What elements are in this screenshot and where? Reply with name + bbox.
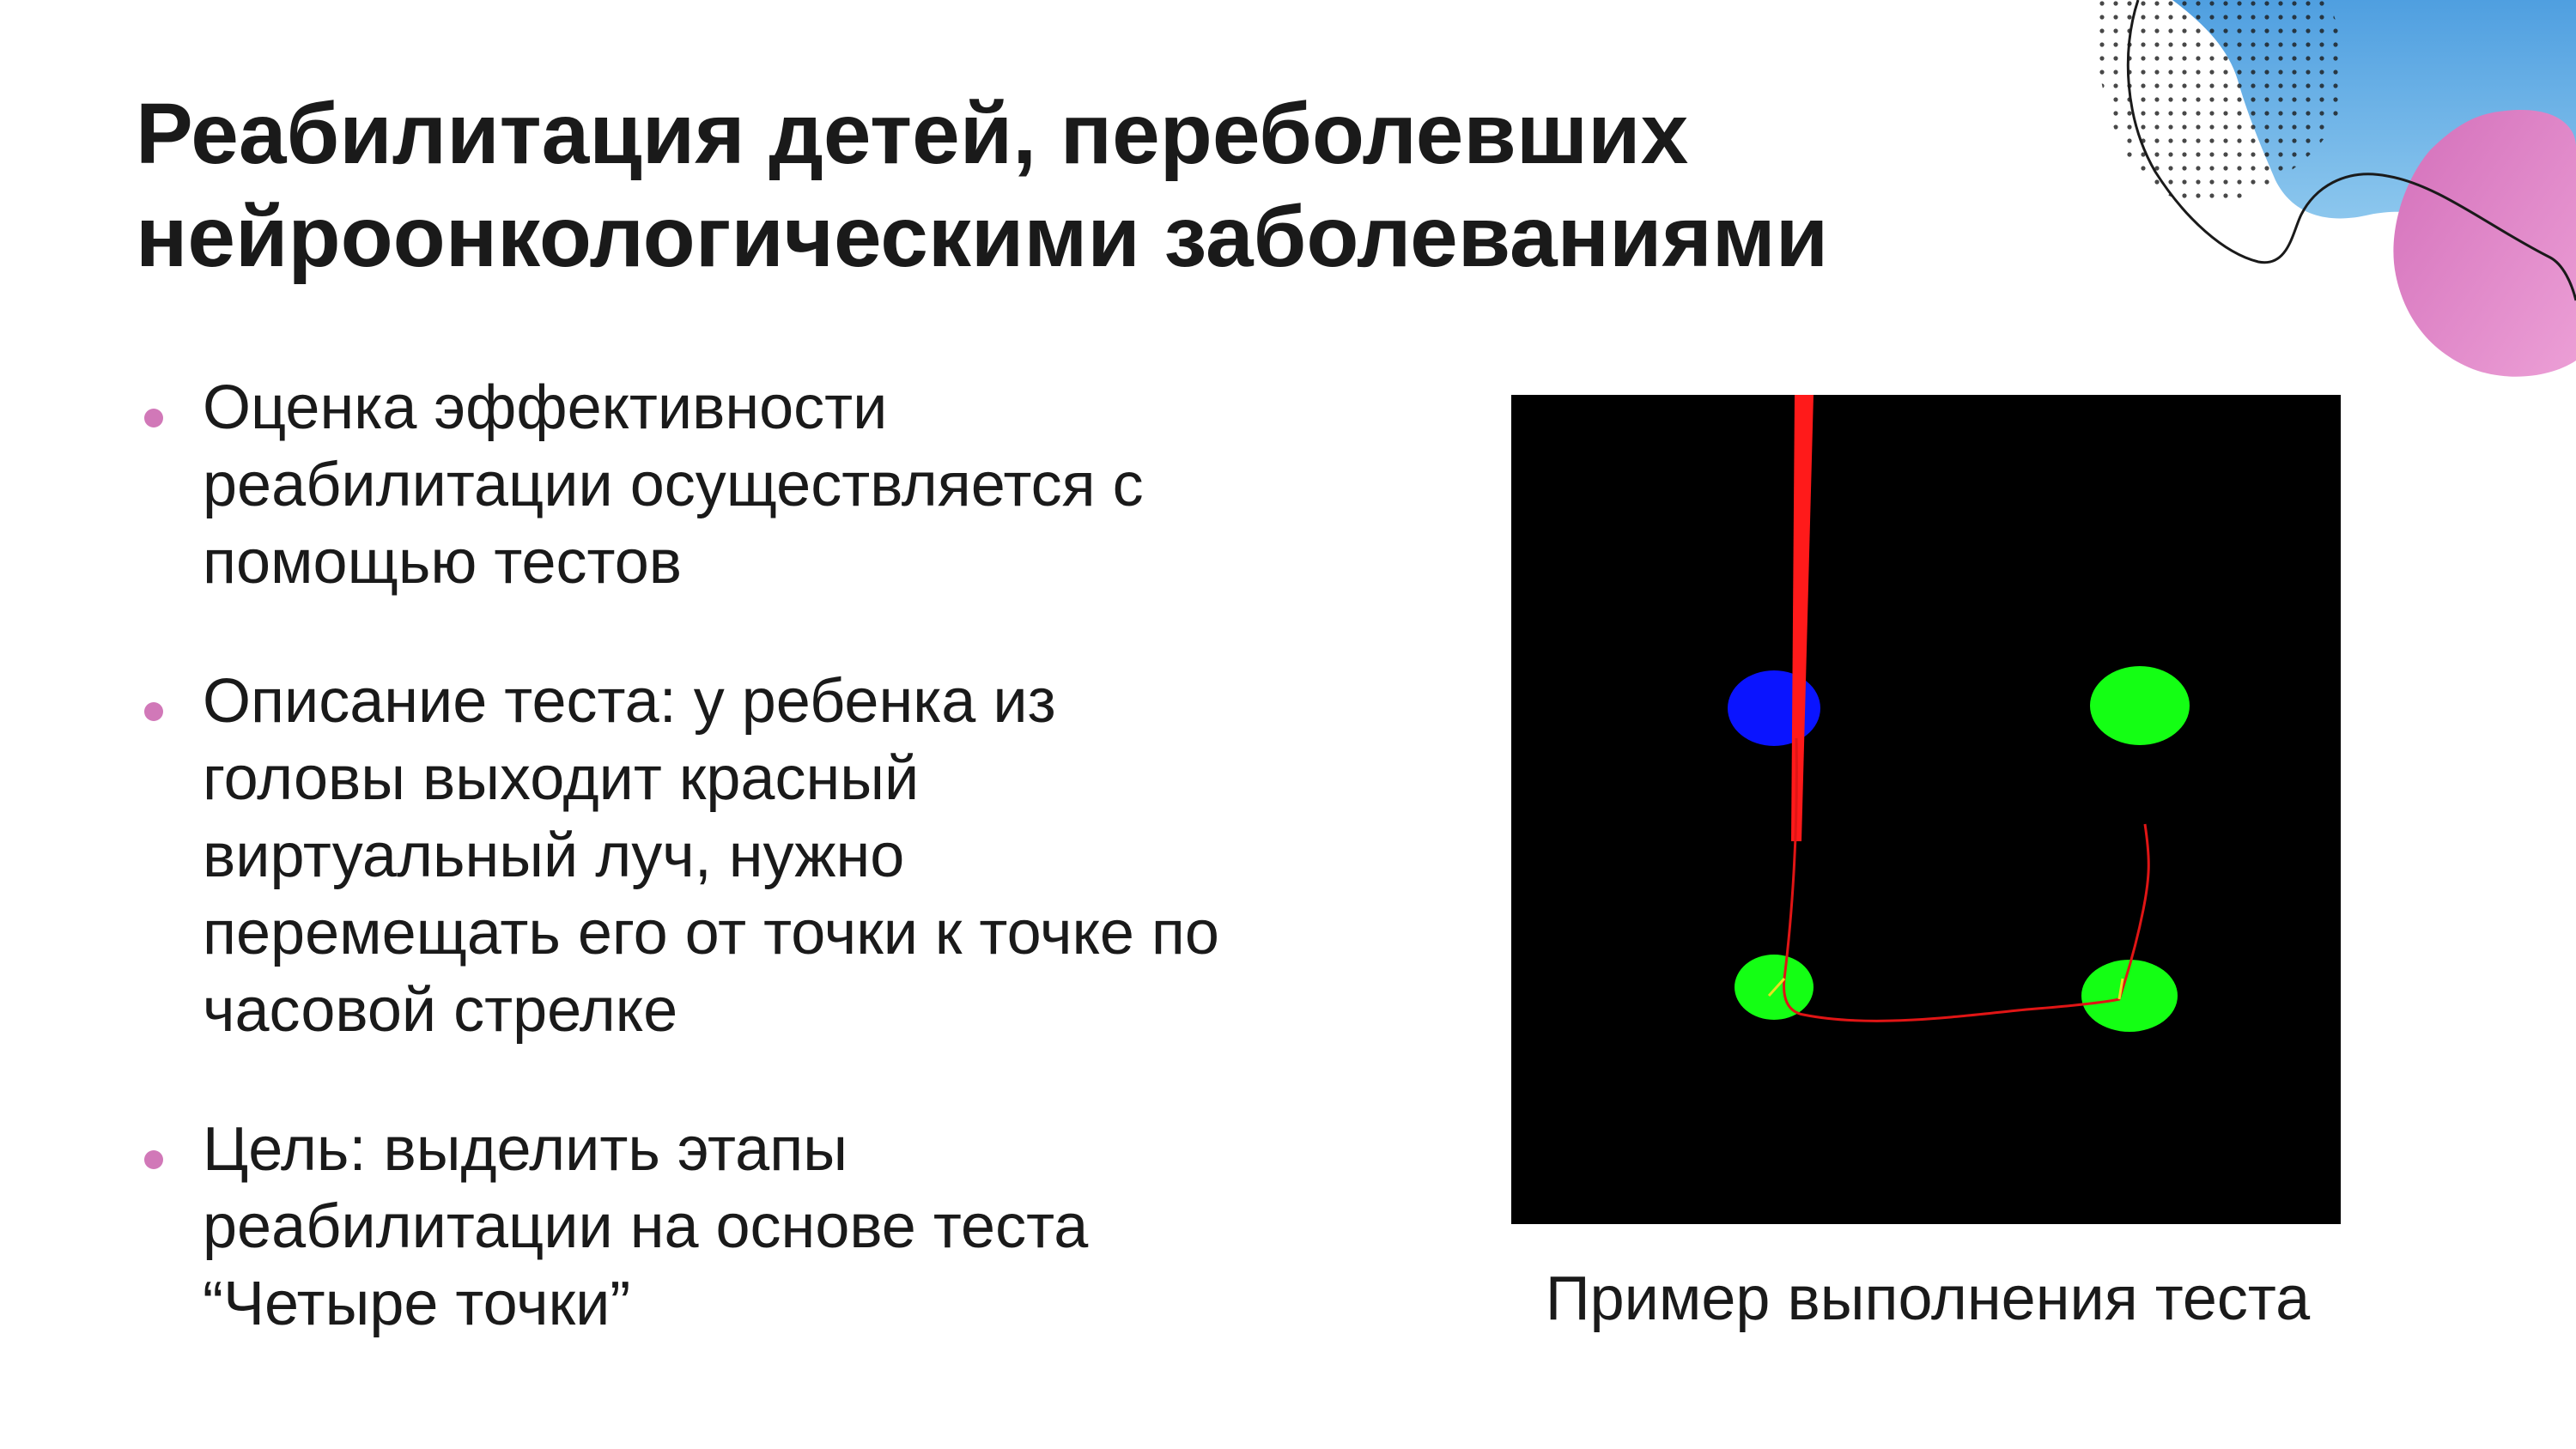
bullet-item-assessment: Оценка эффективности реабилитации осущес… (137, 369, 1357, 601)
bullet-text-line: головы выходит красный (203, 744, 920, 813)
bullet-text-line: Оценка эффективности (203, 373, 888, 442)
decorative-blob-graphic (2095, 0, 2576, 377)
bullet-text-line: помощью тестов (203, 528, 682, 597)
laser-trace (1767, 977, 1786, 997)
bullet-text-line: “Четыре точки” (203, 1270, 631, 1338)
test-example-image (1511, 395, 2341, 1224)
bullet-text-line: часовой стрелке (203, 976, 678, 1045)
bullet-text-line: реабилитации на основе теста (203, 1192, 1089, 1261)
bullet-dot-icon (144, 1150, 163, 1169)
bullet-dot-icon (144, 702, 163, 721)
pink-blob (2393, 110, 2576, 377)
bullet-list: Оценка эффективности реабилитации осущес… (137, 369, 1357, 1404)
bullet-text-line: реабилитации осуществляется с (203, 451, 1144, 519)
dot-top-right-green (2090, 666, 2190, 745)
laser-beam (1791, 395, 1814, 841)
title-line: нейроонкологическими заболеваниями (136, 189, 1829, 285)
dot-bottom-right-green (2081, 960, 2178, 1032)
dot-top-left-blue (1728, 670, 1820, 746)
bullet-text-line: перемещать его от точки к точке по (203, 899, 1219, 967)
dot-bottom-left-green (1735, 955, 1814, 1020)
laser-trace (1783, 737, 2150, 1022)
image-caption: Пример выполнения теста (1545, 1264, 2311, 1333)
outline-curve (2126, 0, 2576, 301)
bullet-dot-icon (144, 409, 163, 427)
bullet-item-goal: Цель: выделить этапы реабилитации на осн… (137, 1111, 1357, 1343)
bullet-item-test-description: Описание теста: у ребенка из головы выхо… (137, 663, 1357, 1049)
bullet-text-line: Цель: выделить этапы (203, 1115, 848, 1184)
bullet-text-line: Описание теста: у ребенка из (203, 667, 1056, 736)
dot-pattern (2095, 0, 2345, 203)
bullet-text-line: виртуальный луч, нужно (203, 822, 905, 890)
laser-trace (2117, 978, 2124, 1000)
title-line: Реабилитация детей, переболевших (136, 86, 1689, 182)
slide-title: Реабилитация детей, переболевших нейроон… (136, 82, 2025, 288)
